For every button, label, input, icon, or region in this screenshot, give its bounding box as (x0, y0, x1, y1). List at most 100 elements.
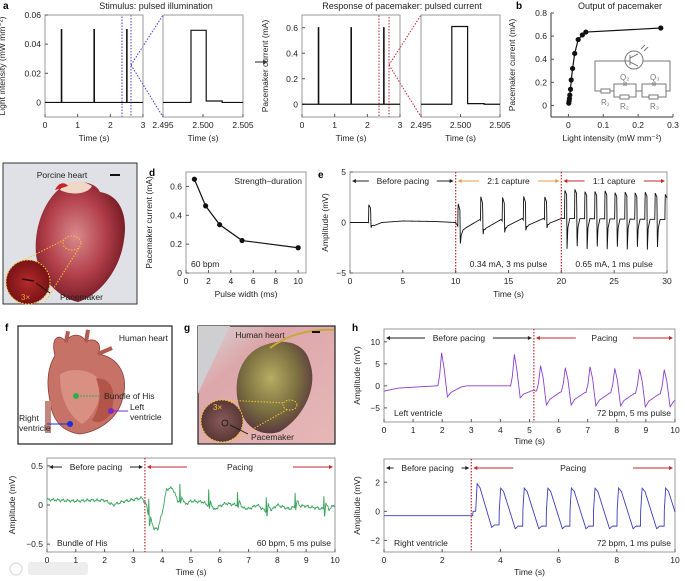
site-label: Right ventricle (394, 538, 448, 548)
pacemaker-pointer-g (229, 424, 249, 435)
human-heart-label-f: Human heart (119, 333, 169, 343)
y-tick-label: 0 (341, 218, 346, 228)
panel-letter-d: d (149, 168, 155, 179)
x-tick-label: 15 (504, 276, 514, 286)
arrowhead-right-icon (669, 336, 673, 340)
y-tick-label: 0.4 (535, 54, 547, 64)
y-axis-label: Amplitude (mV) (7, 476, 17, 535)
y-tick-label: 0 (375, 381, 380, 391)
pacemaker-label-c: Pacemaker (60, 292, 103, 302)
x-tick-label: 0.2 (632, 120, 644, 130)
right-ventricle-label-wrap: Right ventricle (19, 413, 51, 433)
x-tick-label: 6 (556, 555, 561, 565)
x-tick-label: 2 (108, 120, 113, 130)
x-tick-label: 10 (670, 555, 680, 565)
y-tick-label: 0.2 (170, 239, 182, 249)
data-point (217, 222, 223, 228)
y-tick-label: 0.2 (286, 74, 298, 84)
x-tick-label: 0 (348, 276, 353, 286)
x-axis-label: Time (s) (176, 567, 207, 577)
right-ventricle-marker (67, 421, 73, 427)
x-tick-label: 0 (566, 120, 571, 130)
x-tick-label: 2.495 (410, 120, 432, 130)
site-label: Bundle of His (57, 538, 108, 548)
chart-a4: 2.495 2.500 2.505 Time (s) (410, 14, 511, 143)
scale-bar-g (312, 331, 320, 333)
series-line (383, 352, 676, 409)
y-tick-label: −0.5 (26, 539, 43, 549)
x-tick-label: 0 (43, 120, 48, 130)
y-tick-label: 2 (375, 477, 380, 487)
plot-frame (301, 14, 401, 118)
segment-label: Pacing (591, 333, 617, 343)
x-tick-label: 0.3 (667, 120, 679, 130)
porcine-heart-photo (2, 162, 138, 305)
right-ventricle-label: Right ventricle (19, 413, 51, 433)
scale-bar-c (110, 174, 120, 176)
x-tick-label: 10 (293, 276, 303, 286)
x-tick-label: 20 (557, 276, 567, 286)
y-tick-label: −2 (370, 535, 380, 545)
bundle-of-his-marker (73, 393, 79, 399)
response-title: Response of pacemaker: pulsed current (322, 1, 482, 11)
y-tick-label: 5 (341, 167, 346, 177)
plot-frame (185, 171, 307, 274)
phototransistor-icon (624, 50, 644, 70)
x-tick-label: 9 (644, 425, 649, 435)
segment-label: Before pacing (401, 463, 454, 473)
data-point (567, 92, 573, 98)
y-axis-label: Pacemaker current (mA) (507, 19, 517, 112)
y-tick-label: 0 (177, 268, 182, 278)
panel-letter-g: g (184, 323, 190, 334)
x-tick-label: 2.500 (450, 120, 472, 130)
x-tick-label: 4 (498, 425, 503, 435)
y-tick-label: 0 (293, 99, 298, 109)
output-title: Output of pacemaker (578, 1, 662, 11)
arrowhead-right-icon (661, 179, 665, 183)
x-tick-label: 4 (498, 555, 503, 565)
human-heart-illustration (17, 325, 173, 445)
y-tick-label: 0.6 (170, 181, 182, 191)
magnification-label-c: 3× (21, 293, 30, 302)
arrowhead-right-icon (449, 179, 454, 183)
y-tick-label: 0.5 (31, 461, 43, 471)
x-tick-label: 0 (382, 555, 387, 565)
y-axis-label: Pacemaker current (mA) (144, 176, 154, 269)
data-point (203, 203, 209, 209)
x-tick-label: 2.505 (232, 120, 254, 130)
series-line (45, 28, 143, 104)
resistor-r1-icon (600, 88, 611, 94)
x-tick-label: 8 (614, 555, 619, 565)
segment-label: Before pacing (70, 462, 123, 472)
x-tick-label: 0 (382, 425, 387, 435)
x-tick-label: 1 (73, 555, 78, 565)
x-tick-label: 9 (304, 555, 309, 565)
x-tick-label: 2 (102, 555, 107, 565)
chart-h_lv: 0 1 2 3 4 5 6 7 8 9 10 −5 0 5 10 Time (s) Amplitude (mV)… (352, 328, 680, 446)
data-point (570, 65, 576, 72)
panel-letter-e: e (318, 170, 324, 181)
watermark-logo (9, 562, 88, 576)
x-tick-label: 1 (411, 425, 416, 435)
stimulus-to-response-arrow-icon (255, 59, 268, 65)
x-axis-label: Light intensity (mW mm⁻²) (563, 133, 662, 143)
data-point (583, 29, 589, 35)
y-tick-label: 5 (375, 359, 380, 369)
chart-b: 0 0.1 0.2 0.3 0 0.2 0.4 0.6 0.8 Light intensity (… (507, 8, 679, 143)
x-tick-label: 2.500 (192, 120, 214, 130)
series-line (193, 178, 299, 249)
y-axis-label: Light intensity (mW mm⁻²) (0, 16, 7, 115)
x-tick-label: 0 (184, 276, 189, 286)
arrowhead-left-icon (457, 179, 462, 183)
y-tick-label: 0.8 (535, 8, 547, 18)
pacemaker-pointer-c (35, 282, 51, 294)
x-axis-label: Time (s) (79, 133, 110, 143)
data-point (572, 50, 578, 57)
site-label: Left ventricle (394, 408, 442, 418)
data-point (575, 36, 581, 43)
pacing-condition-label: 72 bpm, 5 ms pulse (597, 408, 671, 418)
r1-label: R₁ (601, 98, 610, 107)
arrowhead-right-icon (465, 466, 470, 470)
x-tick-label: 6 (217, 555, 222, 565)
